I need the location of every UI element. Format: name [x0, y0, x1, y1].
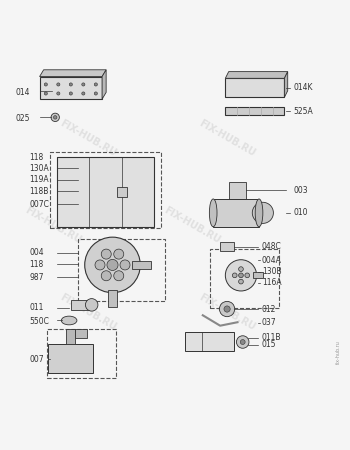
Text: 550C: 550C: [29, 317, 49, 326]
Circle shape: [114, 271, 124, 281]
Ellipse shape: [209, 199, 217, 227]
Circle shape: [239, 267, 243, 271]
Bar: [229, 182, 246, 199]
Circle shape: [85, 237, 140, 292]
Text: 011: 011: [29, 303, 43, 312]
Text: 037: 037: [262, 319, 276, 328]
Bar: [213, 199, 259, 227]
Ellipse shape: [255, 199, 263, 227]
Bar: [220, 243, 234, 251]
Circle shape: [54, 116, 57, 119]
Bar: [50, 152, 161, 229]
Text: FIX-HUB.RU: FIX-HUB.RU: [197, 118, 257, 158]
Text: 116A: 116A: [262, 279, 281, 288]
Circle shape: [239, 279, 243, 284]
Circle shape: [94, 92, 97, 95]
Text: 118: 118: [29, 153, 43, 162]
Text: 130A: 130A: [29, 164, 49, 173]
Bar: [253, 272, 263, 279]
Bar: [117, 187, 127, 197]
Text: FIX-HUB.RU: FIX-HUB.RU: [23, 205, 83, 245]
Ellipse shape: [61, 316, 77, 325]
Text: 025: 025: [15, 113, 30, 122]
Text: 011B: 011B: [262, 333, 281, 342]
Circle shape: [82, 83, 85, 86]
Circle shape: [219, 302, 235, 317]
Circle shape: [232, 273, 237, 278]
Text: FIX-HUB.RU: FIX-HUB.RU: [197, 292, 257, 332]
Circle shape: [57, 83, 60, 86]
Bar: [71, 300, 90, 310]
Bar: [57, 158, 154, 227]
Text: 012: 012: [262, 305, 276, 314]
Polygon shape: [75, 329, 87, 338]
Circle shape: [94, 83, 97, 86]
Polygon shape: [40, 70, 106, 76]
Text: 004A: 004A: [262, 256, 282, 265]
Text: 015: 015: [262, 340, 276, 349]
Text: 007C: 007C: [29, 200, 49, 209]
Bar: [225, 78, 284, 97]
Circle shape: [114, 249, 124, 259]
Bar: [225, 107, 284, 116]
Bar: [210, 249, 279, 308]
Circle shape: [85, 299, 98, 311]
Circle shape: [245, 273, 250, 278]
Circle shape: [239, 273, 243, 278]
Text: FIX-HUB.RU: FIX-HUB.RU: [162, 205, 222, 245]
Bar: [78, 239, 164, 302]
Text: 118B: 118B: [29, 187, 49, 196]
Bar: [186, 332, 234, 351]
Bar: [48, 344, 93, 374]
Text: FIX-HUB.RU: FIX-HUB.RU: [58, 118, 118, 158]
Text: 014: 014: [15, 87, 30, 96]
Circle shape: [240, 340, 245, 344]
Circle shape: [225, 260, 257, 291]
Bar: [132, 261, 152, 269]
Text: 525A: 525A: [293, 107, 313, 116]
FancyBboxPatch shape: [40, 76, 102, 99]
Circle shape: [224, 306, 230, 312]
Text: 007: 007: [29, 355, 44, 364]
Circle shape: [44, 83, 47, 86]
Circle shape: [237, 336, 249, 348]
Bar: [47, 329, 116, 378]
Circle shape: [69, 83, 72, 86]
Polygon shape: [225, 72, 288, 78]
Text: 987: 987: [29, 273, 44, 282]
Circle shape: [69, 92, 72, 95]
Circle shape: [57, 92, 60, 95]
Text: 130B: 130B: [262, 267, 281, 276]
Circle shape: [252, 202, 273, 223]
Circle shape: [107, 259, 118, 270]
Circle shape: [95, 260, 105, 270]
Text: 003: 003: [293, 186, 308, 195]
Text: 004: 004: [29, 248, 44, 257]
Bar: [108, 290, 117, 306]
Circle shape: [101, 271, 111, 281]
Polygon shape: [284, 72, 288, 97]
Text: 048C: 048C: [262, 243, 281, 252]
Bar: [66, 329, 75, 344]
Text: 014K: 014K: [293, 83, 313, 92]
Circle shape: [44, 92, 47, 95]
Circle shape: [101, 249, 111, 259]
Circle shape: [120, 260, 130, 270]
Circle shape: [51, 113, 60, 122]
Text: 119A: 119A: [29, 176, 49, 184]
Text: 118: 118: [29, 260, 43, 269]
Text: FIX-HUB.RU: FIX-HUB.RU: [58, 292, 118, 332]
Polygon shape: [102, 70, 106, 99]
Circle shape: [82, 92, 85, 95]
Text: fix-hub.ru: fix-hub.ru: [336, 340, 341, 364]
Text: 010: 010: [293, 208, 308, 217]
